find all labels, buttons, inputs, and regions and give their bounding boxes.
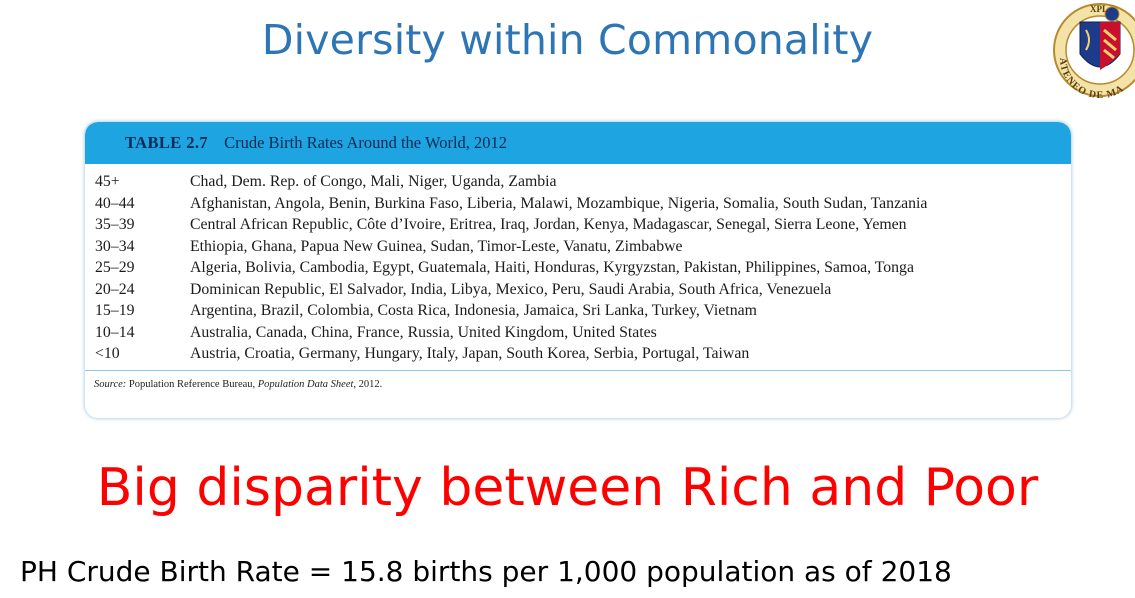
table-source-note: Source: Population Reference Bureau, Pop…: [94, 379, 382, 390]
countries-cell: Ethiopia, Ghana, Papua New Guinea, Sudan…: [190, 237, 683, 255]
rate-cell: 35–39: [95, 216, 135, 233]
ph-birth-rate-statement: PH Crude Birth Rate = 15.8 births per 1,…: [20, 555, 952, 588]
table-caption: Crude Birth Rates Around the World, 2012: [224, 133, 508, 152]
headline: Big disparity between Rich and Poor: [96, 458, 1039, 518]
birth-rate-table: TABLE 2.7 Crude Birth Rates Around the W…: [84, 121, 1072, 419]
source-label: Source:: [94, 379, 127, 390]
countries-cell: Afghanistan, Angola, Benin, Burkina Faso…: [190, 194, 928, 212]
source-org: Population Reference Bureau,: [128, 379, 256, 390]
countries-cell: Chad, Dem. Rep. of Congo, Mali, Niger, U…: [190, 173, 557, 190]
rate-cell: 30–34: [95, 237, 135, 255]
university-seal-logo: XPL ATENEO DE MA: [1053, 3, 1135, 101]
table-row: <10 Austria, Croatia, Germany, Hungary, …: [95, 343, 1071, 365]
countries-cell: Algeria, Bolivia, Cambodia, Egypt, Guate…: [190, 259, 914, 276]
rate-cell: 45+: [95, 173, 120, 190]
table-row: 10–14 Australia, Canada, China, France, …: [95, 322, 1071, 344]
table-body: 45+ Chad, Dem. Rep. of Congo, Mali, Nige…: [85, 164, 1071, 365]
rate-cell: 40–44: [95, 194, 135, 212]
table-row: 35–39 Central African Republic, Côte d’I…: [95, 214, 1071, 236]
countries-cell: Dominican Republic, El Salvador, India, …: [190, 280, 832, 298]
table-row: 20–24 Dominican Republic, El Salvador, I…: [95, 279, 1071, 301]
seal-top-text: XPL: [1090, 4, 1108, 14]
countries-cell: Argentina, Brazil, Colombia, Costa Rica,…: [190, 302, 757, 319]
table-number: TABLE 2.7: [125, 133, 209, 152]
rate-cell: <10: [95, 345, 120, 362]
table-row: 40–44 Afghanistan, Angola, Benin, Burkin…: [95, 193, 1071, 215]
table-divider: [85, 370, 1071, 371]
countries-cell: Austria, Croatia, Germany, Hungary, Ital…: [190, 345, 750, 362]
table-row: 25–29 Algeria, Bolivia, Cambodia, Egypt,…: [95, 257, 1071, 279]
table-header: TABLE 2.7 Crude Birth Rates Around the W…: [85, 122, 1071, 164]
table-row: 45+ Chad, Dem. Rep. of Congo, Mali, Nige…: [95, 171, 1071, 193]
rate-cell: 20–24: [95, 280, 135, 298]
rate-cell: 25–29: [95, 259, 135, 276]
rate-cell: 10–14: [95, 323, 135, 341]
slide-title: Diversity within Commonality: [261, 16, 874, 64]
table-row: 30–34 Ethiopia, Ghana, Papua New Guinea,…: [95, 236, 1071, 258]
countries-cell: Central African Republic, Côte d’Ivoire,…: [190, 216, 907, 233]
source-year: , 2012.: [353, 379, 383, 390]
rate-cell: 15–19: [95, 302, 135, 319]
table-row: 15–19 Argentina, Brazil, Colombia, Costa…: [95, 300, 1071, 322]
source-title: Population Data Sheet: [257, 379, 354, 390]
countries-cell: Australia, Canada, China, France, Russia…: [190, 323, 657, 341]
